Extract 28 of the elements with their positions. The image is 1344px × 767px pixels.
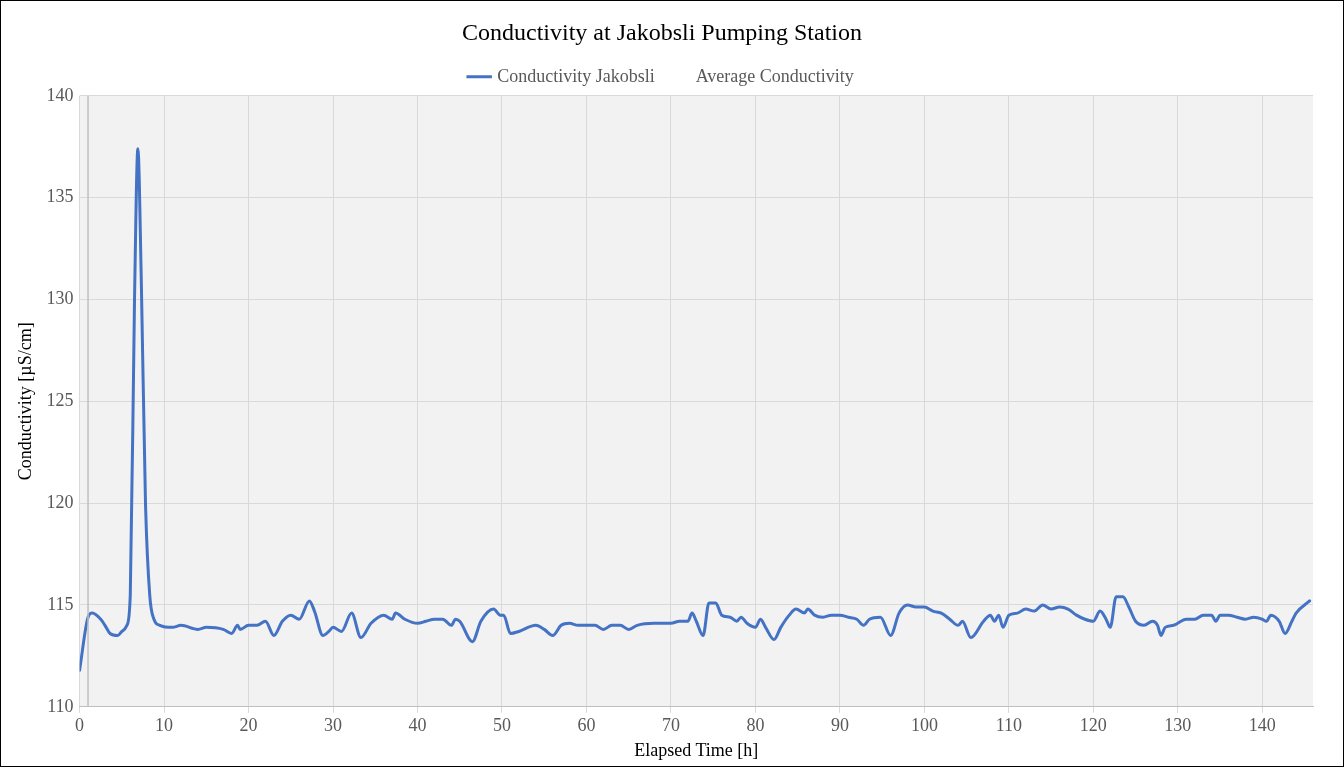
x-tick-label: 20	[239, 715, 258, 736]
y-tick-label: 135	[46, 186, 74, 207]
x-tick-label: 50	[493, 715, 511, 736]
x-tick-label: 70	[661, 715, 680, 736]
y-tick-label: 140	[46, 84, 74, 105]
x-tick-label: 30	[324, 715, 343, 736]
legend-label: Conductivity Jakobsli	[497, 65, 655, 86]
x-tick-label: 130	[1164, 715, 1192, 736]
y-tick-label: 115	[47, 593, 74, 614]
y-tick-label: 125	[46, 390, 74, 411]
x-tick-label: 120	[1079, 715, 1107, 736]
x-tick-label: 140	[1248, 715, 1276, 736]
x-tick-label: 80	[746, 715, 765, 736]
x-tick-label: 60	[577, 715, 596, 736]
x-tick-label: 40	[408, 715, 427, 736]
x-tick-label: 10	[155, 715, 174, 736]
y-axis-title: Conductivity [µS/cm]	[14, 322, 35, 481]
x-tick-label: 0	[75, 715, 85, 736]
x-tick-label: 100	[910, 715, 938, 736]
y-tick-label: 130	[46, 288, 74, 309]
x-tick-label: 110	[995, 715, 1023, 736]
y-tick-label: 120	[46, 491, 74, 512]
x-axis-title: Elapsed Time [h]	[634, 739, 759, 760]
text: Average Conductivity	[695, 65, 854, 86]
chart-title: Conductivity at Jakobsli Pumping Station	[461, 18, 863, 45]
x-tick-label: 90	[830, 715, 849, 736]
y-tick-label: 110	[47, 695, 74, 716]
line-series	[79, 147, 1312, 672]
